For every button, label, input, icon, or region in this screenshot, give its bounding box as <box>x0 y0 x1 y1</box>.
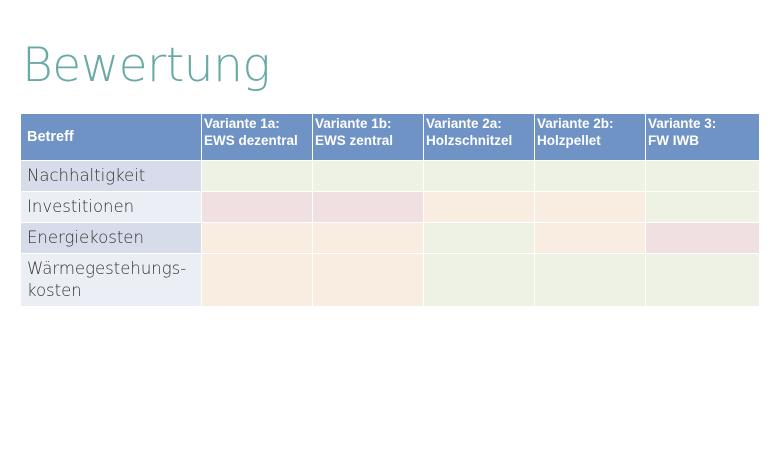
rating-cell <box>534 253 646 307</box>
rating-cell <box>645 253 760 307</box>
header-variante-2b: Variante 2b: Holzpellet <box>534 113 646 161</box>
page-title: Bewertung <box>22 38 271 93</box>
rating-cell <box>423 160 535 192</box>
row-label: Energiekosten <box>20 222 202 254</box>
rating-cell <box>534 160 646 192</box>
table-row-waermegestehungskosten: Wärmegestehungs- kosten <box>20 253 760 307</box>
rating-cell <box>423 191 535 223</box>
rating-cell <box>645 191 760 223</box>
table-header-row: Betreff Variante 1a: EWS dezentral Varia… <box>20 113 760 161</box>
row-label: Nachhaltigkeit <box>20 160 202 192</box>
rating-cell <box>312 191 424 223</box>
rating-cell <box>312 160 424 192</box>
evaluation-table: Betreff Variante 1a: EWS dezentral Varia… <box>20 113 760 307</box>
table-row-energiekosten: Energiekosten <box>20 222 760 254</box>
header-variante-1a: Variante 1a: EWS dezentral <box>201 113 313 161</box>
rating-cell <box>423 222 535 254</box>
header-variante-2a: Variante 2a: Holzschnitzel <box>423 113 535 161</box>
header-betreff: Betreff <box>20 113 202 161</box>
rating-cell <box>645 222 760 254</box>
rating-cell <box>201 160 313 192</box>
rating-cell <box>201 222 313 254</box>
table-row-nachhaltigkeit: Nachhaltigkeit <box>20 160 760 192</box>
rating-cell <box>423 253 535 307</box>
row-label: Wärmegestehungs- kosten <box>20 253 202 307</box>
rating-cell <box>312 222 424 254</box>
rating-cell <box>534 222 646 254</box>
table-row-investitionen: Investitionen <box>20 191 760 223</box>
row-label: Investitionen <box>20 191 202 223</box>
rating-cell <box>534 191 646 223</box>
rating-cell <box>645 160 760 192</box>
header-variante-3: Variante 3: FW IWB <box>645 113 760 161</box>
rating-cell <box>201 253 313 307</box>
rating-cell <box>312 253 424 307</box>
rating-cell <box>201 191 313 223</box>
header-variante-1b: Variante 1b: EWS zentral <box>312 113 424 161</box>
